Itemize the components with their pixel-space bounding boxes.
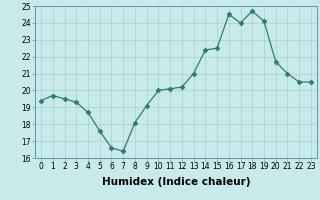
X-axis label: Humidex (Indice chaleur): Humidex (Indice chaleur) xyxy=(102,177,250,187)
